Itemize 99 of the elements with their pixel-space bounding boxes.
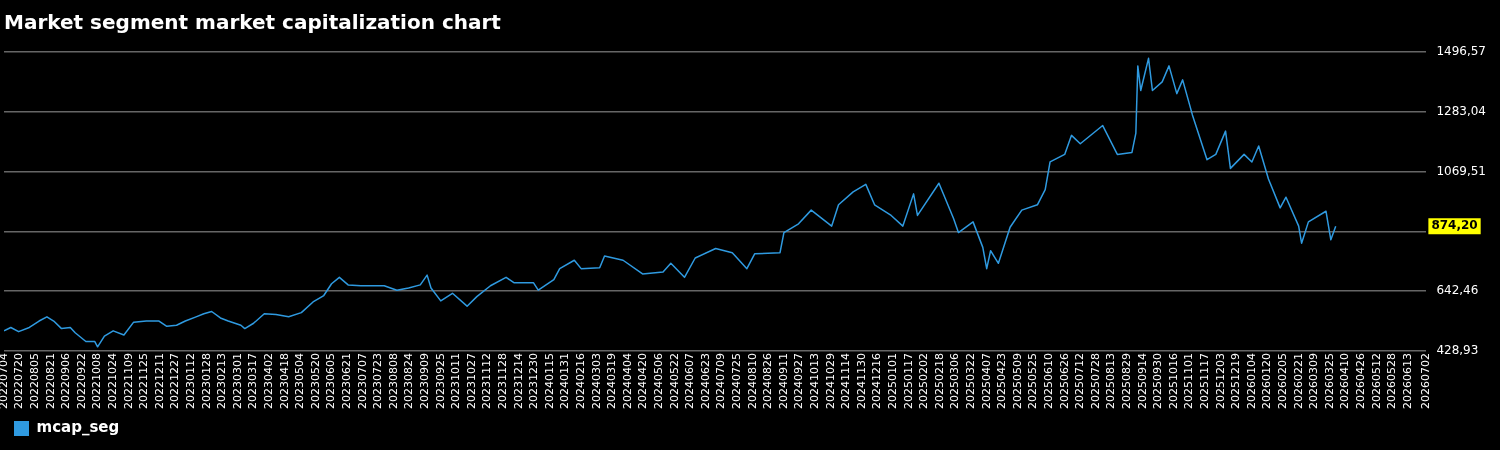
x-tick-label: 20250101 [885,353,899,410]
x-tick-label: 20240506 [651,353,665,410]
x-tick-label: 20221008 [90,353,104,410]
x-tick-label: 20230112 [184,353,198,410]
text: 874,20 [1431,218,1478,233]
x-tick-label: 20260528 [1385,353,1399,410]
x-tick-label: 20240420 [636,353,650,410]
x-tick-label: 20240131 [558,353,572,410]
x-tick-label: 20250728 [1088,353,1102,410]
x-tick-label: 20231027 [464,353,478,410]
x-tick-label: 20250525 [1026,353,1040,410]
y-tick-label: 1496,57 [1436,44,1486,59]
x-tick-label: 20251203 [1213,353,1227,410]
x-tick-label: 20231230 [527,353,541,410]
x-tick-label: 20230909 [418,353,432,410]
x-tick-label: 20231112 [480,353,494,410]
x-tick-label: 20221024 [106,353,120,410]
x-tick-label: 20250626 [1057,353,1071,410]
x-tick-label: 20241013 [807,353,821,410]
x-tick-label: 20220720 [12,353,26,410]
x-tick-label: 20230605 [324,353,338,410]
x-tick-label: 20240303 [589,353,603,410]
x-tick-label: 20250218 [932,353,946,410]
x-tick-label: 20230301 [230,353,244,410]
x-tick-label: 20260426 [1353,353,1367,410]
x-tick-label: 20221125 [137,353,151,410]
x-tick-label: 20260104 [1244,353,1258,410]
chart-title: Market segment market capitalization chart [4,10,502,35]
x-tick-label: 20260613 [1400,353,1414,410]
x-tick-label: 20230925 [433,353,447,410]
x-tick-label: 20250930 [1151,353,1165,410]
x-tick-label: 20240607 [683,353,697,410]
x-tick-label: 20240623 [698,353,712,410]
x-tick-label: 20231128 [496,353,510,410]
x-tick-label: 20250813 [1104,353,1118,410]
x-tick-label: 20230707 [355,353,369,410]
x-tick-label: 20231214 [511,353,525,410]
x-tick-label: 20250306 [948,353,962,410]
x-tick-label: 20241130 [854,353,868,410]
x-tick-label: 20260512 [1369,353,1383,410]
x-tick-label: 20250914 [1135,353,1149,410]
x-tick-label: 20260309 [1307,353,1321,410]
x-tick-label: 20240810 [745,353,759,410]
x-tick-label: 20240216 [574,353,587,410]
x-tick-label: 20240404 [620,353,634,410]
y-tick-label: 428,93 [1436,343,1479,358]
x-tick-label: 20240115 [542,353,556,410]
x-tick-label: 20241114 [839,353,853,410]
x-tick-label: 20230128 [199,353,213,410]
x-tick-label: 20240709 [714,353,728,410]
x-tick-label: 20230824 [402,353,416,410]
x-tick-label: 20240522 [667,353,681,410]
x-tick-label: 20250407 [979,353,993,410]
x-tick-label: 20221211 [152,353,166,410]
x-tick-label: 20230317 [246,353,260,410]
x-tick-label: 20230504 [293,353,307,410]
x-tick-label: 20240826 [761,353,775,410]
x-tick-label: 20260325 [1322,353,1336,410]
x-tick-label: 20241029 [823,353,837,410]
x-tick-label: 20251219 [1229,353,1243,410]
x-tick-label: 20251101 [1182,353,1196,410]
y-tick-label: 1069,51 [1436,163,1486,178]
x-tick-label: 20220906 [59,353,73,410]
x-tick-label: 20230213 [215,353,229,410]
x-tick-label: 20240725 [729,353,743,410]
x-tick-label: 20251016 [1166,353,1180,410]
x-tick-label: 20230418 [277,353,291,410]
x-tick-label: 20221227 [168,353,182,410]
x-tick-label: 20241216 [870,353,884,410]
x-tick-label: 20250423 [995,353,1009,410]
x-tick-label: 20240319 [605,353,619,410]
x-tick-label: 20240927 [792,353,806,410]
x-tick-label: 20260702 [1419,353,1433,410]
x-tick-label: 20220922 [74,353,88,410]
x-tick-label: 20230723 [371,353,385,410]
x-tick-label: 20250202 [917,353,931,410]
x-tick-label: 20251117 [1197,353,1211,410]
y-tick-label: 642,46 [1436,283,1479,298]
x-tick-label: 20260120 [1260,353,1274,410]
x-tick-label: 20221109 [121,353,135,410]
x-tick-label: 20220821 [43,353,57,410]
x-tick-label: 20250712 [1073,353,1087,410]
x-tick-label: 20240911 [776,353,790,410]
x-tick-label: 20231011 [449,353,463,410]
x-tick-label: 20220805 [28,353,42,410]
x-tick-label: 20230520 [308,353,322,410]
x-tick-label: 20250117 [901,353,915,410]
x-tick-label: 20230621 [340,353,354,410]
x-tick-label: 20230402 [262,353,276,410]
x-tick-label: 20250610 [1041,353,1055,410]
legend-label: mcap_seg [36,418,120,437]
x-tick-label: 20260221 [1291,353,1305,410]
x-tick-label: 20250829 [1119,353,1133,410]
x-tick-label: 20250322 [963,353,977,410]
y-tick-label: 1283,04 [1436,103,1486,118]
x-tick-label: 20260410 [1338,353,1352,410]
x-tick-label: 20250509 [1010,353,1024,410]
x-tick-label: 20230808 [386,353,400,410]
x-tick-label: 20260205 [1275,353,1289,410]
